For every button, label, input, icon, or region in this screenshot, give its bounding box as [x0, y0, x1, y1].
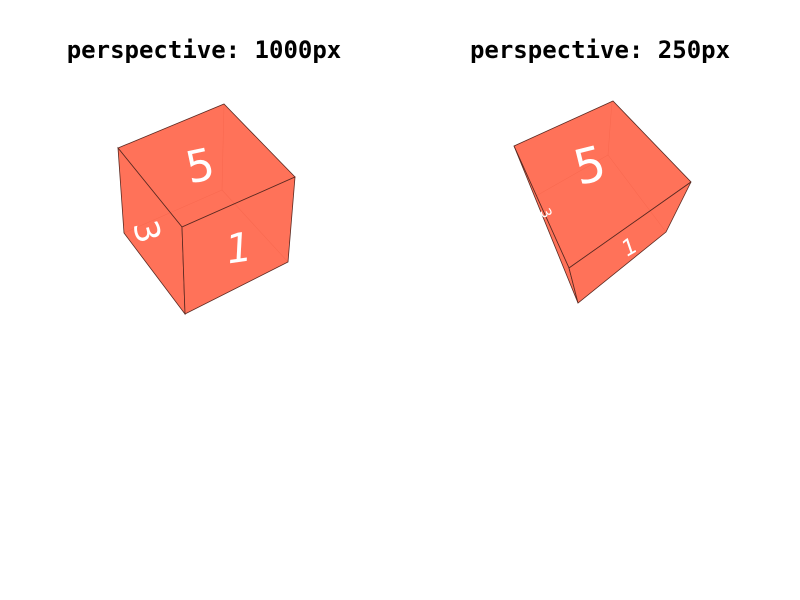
- panel-title: perspective: 1000px: [66, 36, 342, 64]
- cube-diagram-250: 2 5 4 5 1 3: [513, 100, 692, 304]
- panel-title: perspective: 250px: [469, 36, 731, 64]
- cube-diagram-1000: 2 5 4 5 1 3: [117, 103, 296, 316]
- front-face-numeral: 1: [223, 224, 255, 273]
- cube-front-face: [181, 176, 296, 315]
- cube-front-face: [568, 181, 692, 304]
- panel-perspective-250: perspective: 250px 2 5 4 5 1 3: [400, 0, 800, 600]
- panel-perspective-1000: perspective: 1000px 2 5 4 5 1 3: [66, 36, 342, 316]
